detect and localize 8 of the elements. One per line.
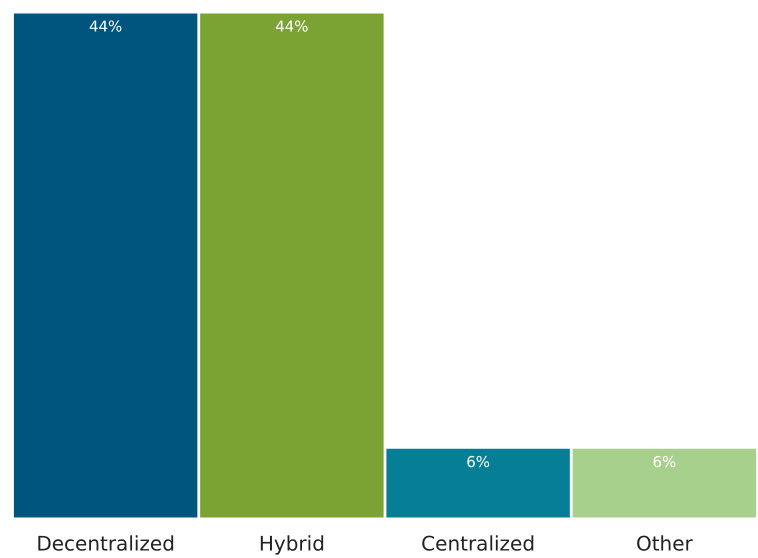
x-tick-label: Other — [636, 532, 694, 556]
data-label: 44% — [88, 18, 122, 36]
data-label: 6% — [466, 452, 490, 471]
x-tick-label: Decentralized — [36, 532, 175, 556]
data-label: 44% — [275, 18, 309, 36]
x-tick-label: Hybrid — [258, 532, 325, 556]
x-tick-label: Centralized — [421, 532, 536, 556]
data-label: 6% — [652, 452, 676, 471]
